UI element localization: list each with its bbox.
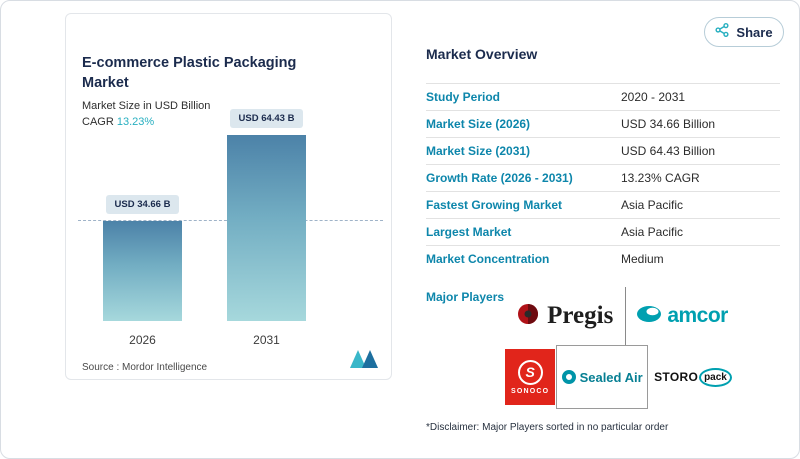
row-value: USD 34.66 Billion	[621, 117, 716, 131]
table-row: Largest Market Asia Pacific	[426, 218, 780, 245]
table-row: Fastest Growing Market Asia Pacific	[426, 191, 780, 218]
major-players-logos: Pregis amcor S SONOCO Sealed Air	[504, 287, 738, 409]
section-title: Market Overview	[426, 46, 538, 62]
row-label: Market Size (2031)	[426, 144, 531, 158]
row-value: 13.23% CAGR	[621, 171, 700, 185]
pregis-wordmark: Pregis	[547, 302, 614, 329]
logo-divider	[625, 287, 627, 345]
row-label: Largest Market	[426, 225, 512, 239]
row-value: Asia Pacific	[621, 225, 684, 239]
source-value: Mordor Intelligence	[122, 362, 208, 373]
row-value: Medium	[621, 252, 664, 266]
table-row: Market Concentration Medium	[426, 245, 780, 272]
sealed-air-wordmark: Sealed Air	[579, 369, 643, 385]
players-row-2: S SONOCO Sealed Air STORO pack	[504, 345, 738, 409]
table-row: Market Size (2026) USD 34.66 Billion	[426, 110, 780, 137]
sealed-air-logo: Sealed Air	[556, 345, 649, 409]
storopack-wordmark-part1: STORO	[654, 370, 699, 384]
sonoco-logo: S SONOCO	[505, 349, 556, 405]
amcor-wordmark: amcor	[667, 304, 728, 327]
storopack-logo: STORO pack	[649, 367, 737, 387]
table-row: Market Size (2031) USD 64.43 Billion	[426, 137, 780, 164]
chart-subtitle: Market Size in USD Billion	[82, 100, 211, 113]
storopack-wordmark-part2: pack	[699, 367, 732, 387]
major-players-label: Major Players	[426, 290, 505, 304]
chart-title: E-commerce Plastic Packaging Market	[82, 55, 297, 91]
x-axis-label: 2031	[253, 333, 280, 347]
row-value: USD 64.43 Billion	[621, 144, 716, 158]
chart-footer: Source : Mordor Intelligence	[82, 348, 381, 373]
table-row: Study Period 2020 - 2031	[426, 83, 780, 110]
bar-2031	[227, 135, 306, 321]
row-value: Asia Pacific	[621, 198, 684, 212]
sonoco-icon: S	[517, 359, 543, 385]
cagr-line: CAGR 13.23%	[82, 116, 375, 128]
mordor-intelligence-logo	[347, 348, 381, 373]
amcor-icon	[636, 305, 662, 328]
table-row: Growth Rate (2026 - 2031) 13.23% CAGR	[426, 164, 780, 191]
source-line: Source : Mordor Intelligence	[82, 362, 207, 373]
row-label: Market Size (2026)	[426, 117, 531, 131]
source-label: Source :	[82, 362, 120, 373]
chart-card: E-commerce Plastic Packaging Market Mark…	[65, 13, 392, 380]
sealed-air-icon	[561, 370, 576, 384]
share-button[interactable]: Share	[704, 17, 784, 47]
sonoco-wordmark: SONOCO	[510, 387, 550, 395]
cagr-label: CAGR	[82, 116, 114, 129]
x-axis-label: 2026	[129, 333, 156, 347]
bar-group-2031: USD 64.43 B 2031	[227, 109, 306, 347]
share-icon	[715, 22, 729, 42]
row-value: 2020 - 2031	[621, 90, 686, 104]
row-label: Fastest Growing Market	[426, 198, 563, 212]
pregis-logo: Pregis	[504, 302, 625, 331]
amcor-logo: amcor	[626, 304, 738, 328]
bar-value-label: USD 34.66 B	[105, 195, 180, 214]
row-label: Study Period	[426, 90, 501, 104]
overview-table: Study Period 2020 - 2031 Market Size (20…	[426, 83, 780, 272]
bar-value-label: USD 64.43 B	[229, 109, 304, 129]
cagr-value: 13.23%	[116, 116, 155, 129]
disclaimer-text: *Disclaimer: Major Players sorted in no …	[426, 422, 669, 433]
bar-2026	[103, 221, 182, 321]
bar-chart: USD 34.66 B 2026 USD 64.43 B 2031	[78, 109, 383, 347]
share-button-label: Share	[736, 24, 773, 40]
market-overview-section: Market Overview Study Period 2020 - 2031…	[426, 46, 780, 272]
chart-header: E-commerce Plastic Packaging Market Mark…	[66, 14, 391, 128]
bar-group-2026: USD 34.66 B 2026	[103, 195, 182, 347]
row-label: Growth Rate (2026 - 2031)	[426, 171, 573, 185]
pregis-icon	[516, 302, 540, 331]
row-label: Market Concentration	[426, 252, 550, 266]
players-row-1: Pregis amcor	[504, 287, 738, 345]
